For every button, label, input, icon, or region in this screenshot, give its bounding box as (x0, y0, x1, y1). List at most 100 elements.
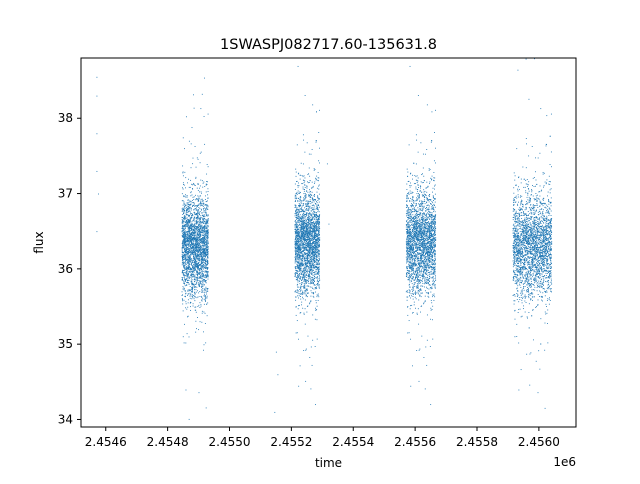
data-point (306, 311, 308, 313)
data-point (199, 247, 201, 249)
data-point (308, 276, 310, 277)
data-point (319, 238, 321, 240)
data-point (313, 251, 315, 253)
data-point (188, 277, 190, 279)
data-point (183, 239, 185, 241)
data-point (183, 263, 184, 265)
data-point (313, 222, 315, 224)
data-point (195, 244, 197, 246)
data-point (300, 262, 302, 264)
data-point (308, 248, 310, 250)
data-point (201, 289, 202, 291)
data-point (318, 278, 320, 279)
data-point (312, 276, 314, 278)
data-point (189, 239, 191, 241)
data-point (295, 244, 297, 246)
data-point (197, 232, 199, 234)
data-point (204, 235, 206, 237)
data-point (301, 226, 303, 228)
data-point (295, 252, 297, 254)
data-point (202, 279, 204, 281)
data-point (194, 269, 196, 271)
data-point (304, 235, 306, 236)
data-point (304, 293, 306, 295)
data-point (309, 238, 311, 239)
data-points (96, 58, 553, 420)
data-point (319, 240, 321, 241)
data-point (201, 232, 203, 234)
data-point (299, 211, 301, 213)
data-point (301, 215, 303, 217)
data-point (314, 225, 316, 227)
data-point (195, 240, 197, 242)
data-point (297, 246, 299, 248)
data-point (301, 175, 303, 176)
data-point (205, 241, 207, 243)
data-point (297, 240, 299, 242)
data-point (200, 245, 202, 247)
data-point (299, 312, 301, 314)
data-point (295, 217, 297, 218)
data-point (205, 227, 207, 229)
data-point (204, 218, 206, 220)
data-point (192, 237, 194, 239)
data-point (301, 227, 302, 229)
data-point (296, 234, 298, 236)
data-point (203, 236, 205, 238)
data-point (310, 226, 312, 228)
data-point (202, 260, 204, 262)
data-point (196, 246, 198, 248)
data-point (309, 251, 311, 253)
data-point (301, 240, 303, 242)
data-point (302, 253, 304, 255)
data-point (190, 269, 192, 271)
data-point (194, 217, 195, 219)
data-point (196, 273, 198, 275)
data-point (304, 216, 306, 218)
data-point (304, 245, 306, 247)
data-point (307, 253, 309, 255)
data-point (206, 245, 208, 247)
data-point (197, 317, 198, 318)
data-point (315, 249, 316, 250)
data-point (196, 277, 198, 278)
data-point (195, 240, 197, 242)
data-point (314, 214, 315, 216)
data-point (318, 184, 320, 186)
data-point (196, 282, 198, 284)
data-point (305, 235, 307, 237)
data-point (199, 280, 200, 282)
data-point (183, 267, 185, 269)
data-point (183, 224, 185, 226)
data-point (193, 271, 195, 273)
data-point (311, 238, 313, 240)
data-point (308, 245, 310, 247)
data-point (197, 226, 199, 228)
data-point (305, 212, 307, 214)
data-point (319, 276, 320, 278)
data-point (188, 255, 190, 257)
data-point (295, 195, 297, 197)
data-point (202, 227, 204, 229)
data-point (306, 203, 308, 205)
data-point (316, 230, 318, 231)
data-point (206, 270, 208, 272)
data-point (316, 263, 318, 265)
data-point (301, 258, 303, 260)
data-point (304, 249, 306, 251)
data-point (199, 249, 201, 251)
data-point (309, 283, 311, 285)
data-point (309, 233, 310, 235)
data-point (206, 244, 208, 246)
data-point (310, 251, 312, 253)
data-point (184, 225, 186, 227)
data-point (294, 273, 296, 275)
data-point (313, 217, 315, 219)
data-point (201, 249, 203, 251)
data-point (298, 224, 300, 226)
data-point (195, 264, 196, 266)
data-point (297, 277, 299, 279)
data-point (298, 209, 300, 211)
data-point (296, 257, 298, 259)
data-point (311, 215, 313, 217)
